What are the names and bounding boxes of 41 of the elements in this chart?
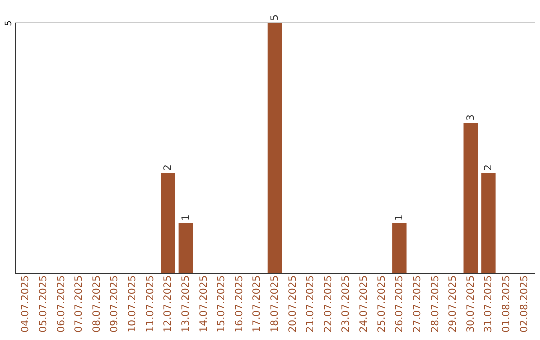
x-tick-label: 13.07.2025 [180,276,192,333]
data-label: 2 [484,164,495,171]
x-tick-label: 23.07.2025 [341,276,352,333]
x-tick-label: 08.07.2025 [92,276,103,333]
x-tick-label: 11.07.2025 [145,276,156,333]
x-tick-label: 31.07.2025 [484,276,495,333]
x-tick-label: 30.07.2025 [466,276,477,333]
bar [178,223,194,273]
bar [464,123,478,273]
x-tick-label: 28.07.2025 [430,276,442,333]
x-tick-label: 14.07.2025 [198,276,210,333]
x-tick-label: 01.08.2025 [502,276,513,333]
x-tick-label: 15.07.2025 [216,276,228,333]
bar [161,173,176,273]
x-tick-label: 02.08.2025 [519,276,530,333]
x-tick-label: 06.07.2025 [56,276,68,333]
x-tick-label: 07.07.2025 [74,276,86,333]
x-tick-label: 25.07.2025 [376,276,388,333]
x-tick-label: 10.07.2025 [128,276,139,333]
data-label: 1 [180,214,192,221]
x-tick-label: 17.07.2025 [252,276,264,333]
x-tick-label: 09.07.2025 [110,276,121,333]
x-tick-label: 27.07.2025 [412,276,424,333]
x-tick-label: 22.07.2025 [323,276,334,333]
bar [392,223,407,273]
x-tick-label: 29.07.2025 [448,276,460,333]
x-tick-label: 04.07.2025 [20,276,32,333]
x-tick-label: 05.07.2025 [38,276,50,333]
x-tick-label: 18.07.2025 [270,276,281,333]
data-label: 2 [163,164,174,171]
x-tick-label: 21.07.2025 [306,276,317,333]
x-tick-label: 24.07.2025 [359,276,370,333]
data-label: 5 [270,14,281,21]
x-tick-label: 26.07.2025 [394,276,406,333]
x-tick-label: 20.07.2025 [288,276,299,333]
x-tick-label: 16.07.2025 [234,276,246,333]
x-tick-label: 12.07.2025 [163,276,174,333]
bar [268,23,282,273]
data-label: 3 [466,114,477,121]
data-label: 1 [394,214,406,221]
bar [482,173,496,273]
